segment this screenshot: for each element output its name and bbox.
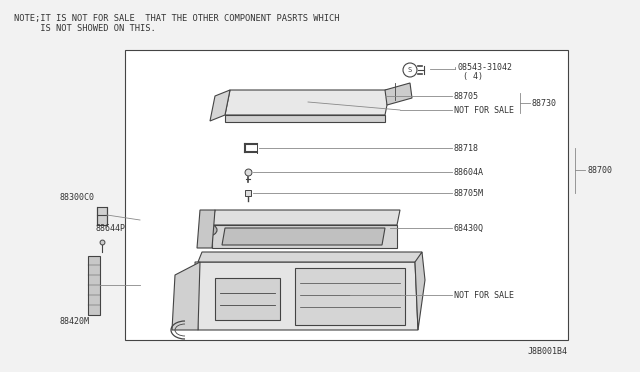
Bar [125, 50, 568, 340]
Polygon shape [212, 210, 400, 225]
Text: 88300C0: 88300C0 [60, 192, 95, 202]
Text: IS NOT SHOWED ON THIS.: IS NOT SHOWED ON THIS. [14, 24, 156, 33]
Polygon shape [295, 268, 405, 325]
Ellipse shape [199, 224, 217, 236]
Text: 68430Q: 68430Q [454, 224, 484, 232]
Polygon shape [198, 252, 422, 262]
Text: 88730: 88730 [532, 99, 557, 108]
Text: 08543-31042: 08543-31042 [457, 62, 512, 71]
Text: 88604A: 88604A [454, 167, 484, 176]
Polygon shape [97, 207, 107, 225]
Polygon shape [212, 225, 397, 248]
Text: NOT FOR SALE: NOT FOR SALE [454, 106, 514, 115]
Polygon shape [225, 115, 385, 122]
Text: NOT FOR SALE: NOT FOR SALE [454, 291, 514, 299]
Polygon shape [172, 262, 200, 330]
Polygon shape [215, 278, 280, 320]
Text: S: S [408, 67, 412, 73]
Text: 88718: 88718 [454, 144, 479, 153]
Polygon shape [385, 83, 412, 105]
Text: J8B001B4: J8B001B4 [528, 347, 568, 356]
Text: 88705: 88705 [454, 92, 479, 100]
Polygon shape [415, 252, 425, 330]
Polygon shape [195, 262, 418, 330]
Text: 88420M: 88420M [60, 317, 90, 327]
Polygon shape [197, 210, 215, 248]
Polygon shape [88, 256, 100, 315]
Text: ( 4): ( 4) [463, 71, 483, 80]
Polygon shape [210, 90, 230, 121]
Text: NOTE;IT IS NOT FOR SALE  THAT THE OTHER COMPONENT PASRTS WHICH: NOTE;IT IS NOT FOR SALE THAT THE OTHER C… [14, 14, 339, 23]
Polygon shape [222, 228, 385, 245]
Text: 88700: 88700 [587, 166, 612, 174]
Polygon shape [225, 90, 390, 115]
Text: 88705M: 88705M [454, 189, 484, 198]
Text: 88644P: 88644P [95, 224, 125, 232]
